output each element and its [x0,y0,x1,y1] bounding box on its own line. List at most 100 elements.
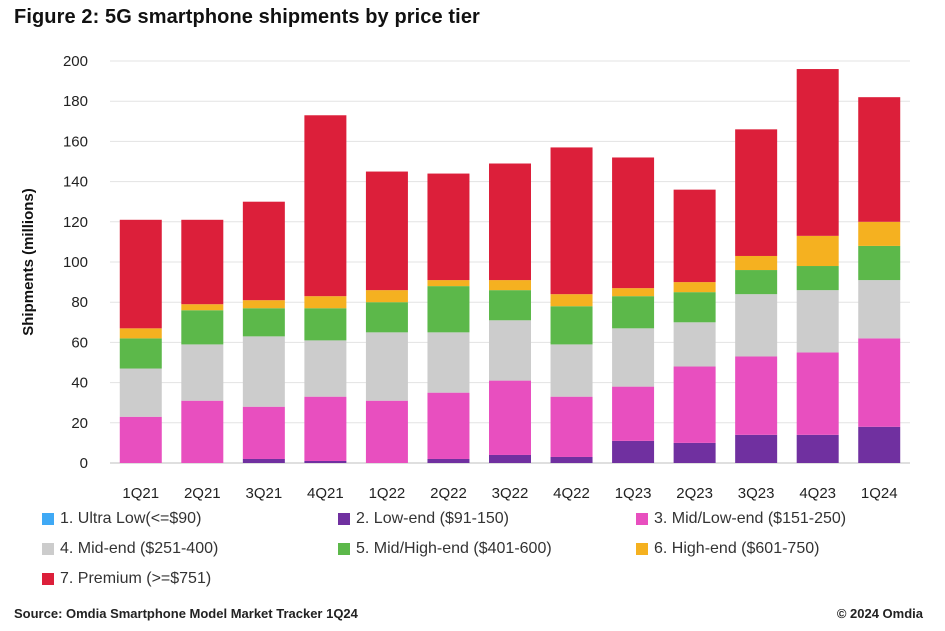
legend-item: 5. Mid/High-end ($401-600) [338,540,552,558]
bar-segment [550,294,593,307]
bar-segment [550,396,593,457]
bar-segment [612,328,655,387]
bar-segment [796,434,839,463]
bar-segment [427,280,470,287]
y-tick-label: 100 [63,254,88,271]
bar-segment [427,286,470,333]
x-tick-label: 3Q22 [492,485,529,502]
y-tick-label: 160 [63,133,88,150]
copyright-note: © 2024 Omdia [836,606,923,621]
bar-segment [612,296,655,329]
bar-segment [858,97,901,222]
bar-segment [304,308,347,341]
y-tick-label: 20 [71,415,88,432]
bar-segment [489,163,531,281]
bar-segment [489,454,531,463]
legend-label: 4. Mid-end ($251-400) [60,540,219,557]
bar-segment [489,380,531,455]
bar-segment [858,338,901,427]
bar-segment [489,320,531,381]
bar-segment [735,294,778,357]
legend-label: 5. Mid/High-end ($401-600) [356,540,552,557]
bar-segment [181,310,224,345]
y-tick-label: 40 [71,375,88,392]
chart-canvas: 0 20 40 60 80 100 120 140 160 180 200 Shipments (mi… [20,53,910,502]
legend-swatch [338,543,350,555]
x-tick-label: 2Q23 [676,485,713,502]
bar-segment [181,219,224,305]
bar-segment [242,308,285,337]
legend-swatch [42,513,54,525]
bar-segment [612,288,655,297]
bar-segment [612,440,655,463]
bar-segment [796,235,839,267]
bar-segment [427,173,470,281]
bar-segment [304,396,347,461]
bar-segment [119,338,162,369]
bar-segment [735,356,778,435]
legend-item: 2. Low-end ($91-150) [338,510,509,528]
x-tick-label: 1Q22 [369,485,406,502]
bar-segment [673,189,716,283]
x-tick-label: 3Q21 [245,485,282,502]
bar-segment [242,201,285,301]
bar-segment [673,282,716,293]
bar-segment [796,352,839,435]
legend-swatch [42,543,54,555]
bar-segment [365,332,408,401]
bar-segment [612,386,655,441]
legend-item: 1. Ultra Low(<=$90) [42,510,201,528]
bar-segment [489,290,531,321]
y-tick-label: 0 [80,455,88,472]
bar-segment [119,328,162,339]
bar-segment [242,300,285,309]
bar-segment [181,304,224,311]
bar-segment [304,340,347,397]
bar-segment [858,245,901,281]
bar-segment [181,400,224,463]
x-tick-label: 4Q21 [307,485,344,502]
bar-segment [735,129,778,256]
chart-title: Figure 2: 5G smartphone shipments by pri… [14,6,480,28]
bar-segment [242,406,285,459]
x-tick-label: 1Q21 [122,485,159,502]
bar-segment [550,147,593,295]
bar-segment [550,344,593,397]
y-tick-label: 180 [63,93,88,110]
bar-segment [673,292,716,323]
legend-swatch [636,543,648,555]
bar-segment [735,255,778,271]
x-tick-label: 3Q23 [738,485,775,502]
source-note: Source: Omdia Smartphone Model Market Tr… [14,606,358,621]
legend-swatch [338,513,350,525]
bar-segment [242,458,285,463]
bar-segment [119,368,162,417]
y-axis-label: Shipments (millions) [20,188,37,336]
y-tick-label: 120 [63,214,88,231]
y-tick-label: 80 [71,294,88,311]
bar-segment [550,306,593,345]
y-tick-label: 140 [63,174,88,191]
x-tick-label: 1Q24 [861,485,898,502]
bar-segment [304,460,347,463]
bar-segment [181,344,224,401]
bar-segment [735,270,778,295]
bar-segment [673,322,716,367]
legend-label: 3. Mid/Low-end ($151-250) [654,510,847,527]
legend-label: 1. Ultra Low(<=$90) [60,510,202,527]
bar-segment [365,400,408,463]
bar-segment [365,171,408,291]
legend-item: 3. Mid/Low-end ($151-250) [636,510,846,528]
x-tick-label: 2Q21 [184,485,221,502]
bar-segment [796,290,839,353]
bar-segment [735,434,778,463]
legend-item: 6. High-end ($601-750) [636,540,819,558]
legend-label: 6. High-end ($601-750) [654,540,820,557]
legend-label: 2. Low-end ($91-150) [356,510,509,527]
legend-swatch [42,573,54,585]
bar-segment [858,221,901,246]
bar-segment [673,366,716,443]
bar-segment [489,280,531,291]
x-tick-label: 2Q22 [430,485,467,502]
